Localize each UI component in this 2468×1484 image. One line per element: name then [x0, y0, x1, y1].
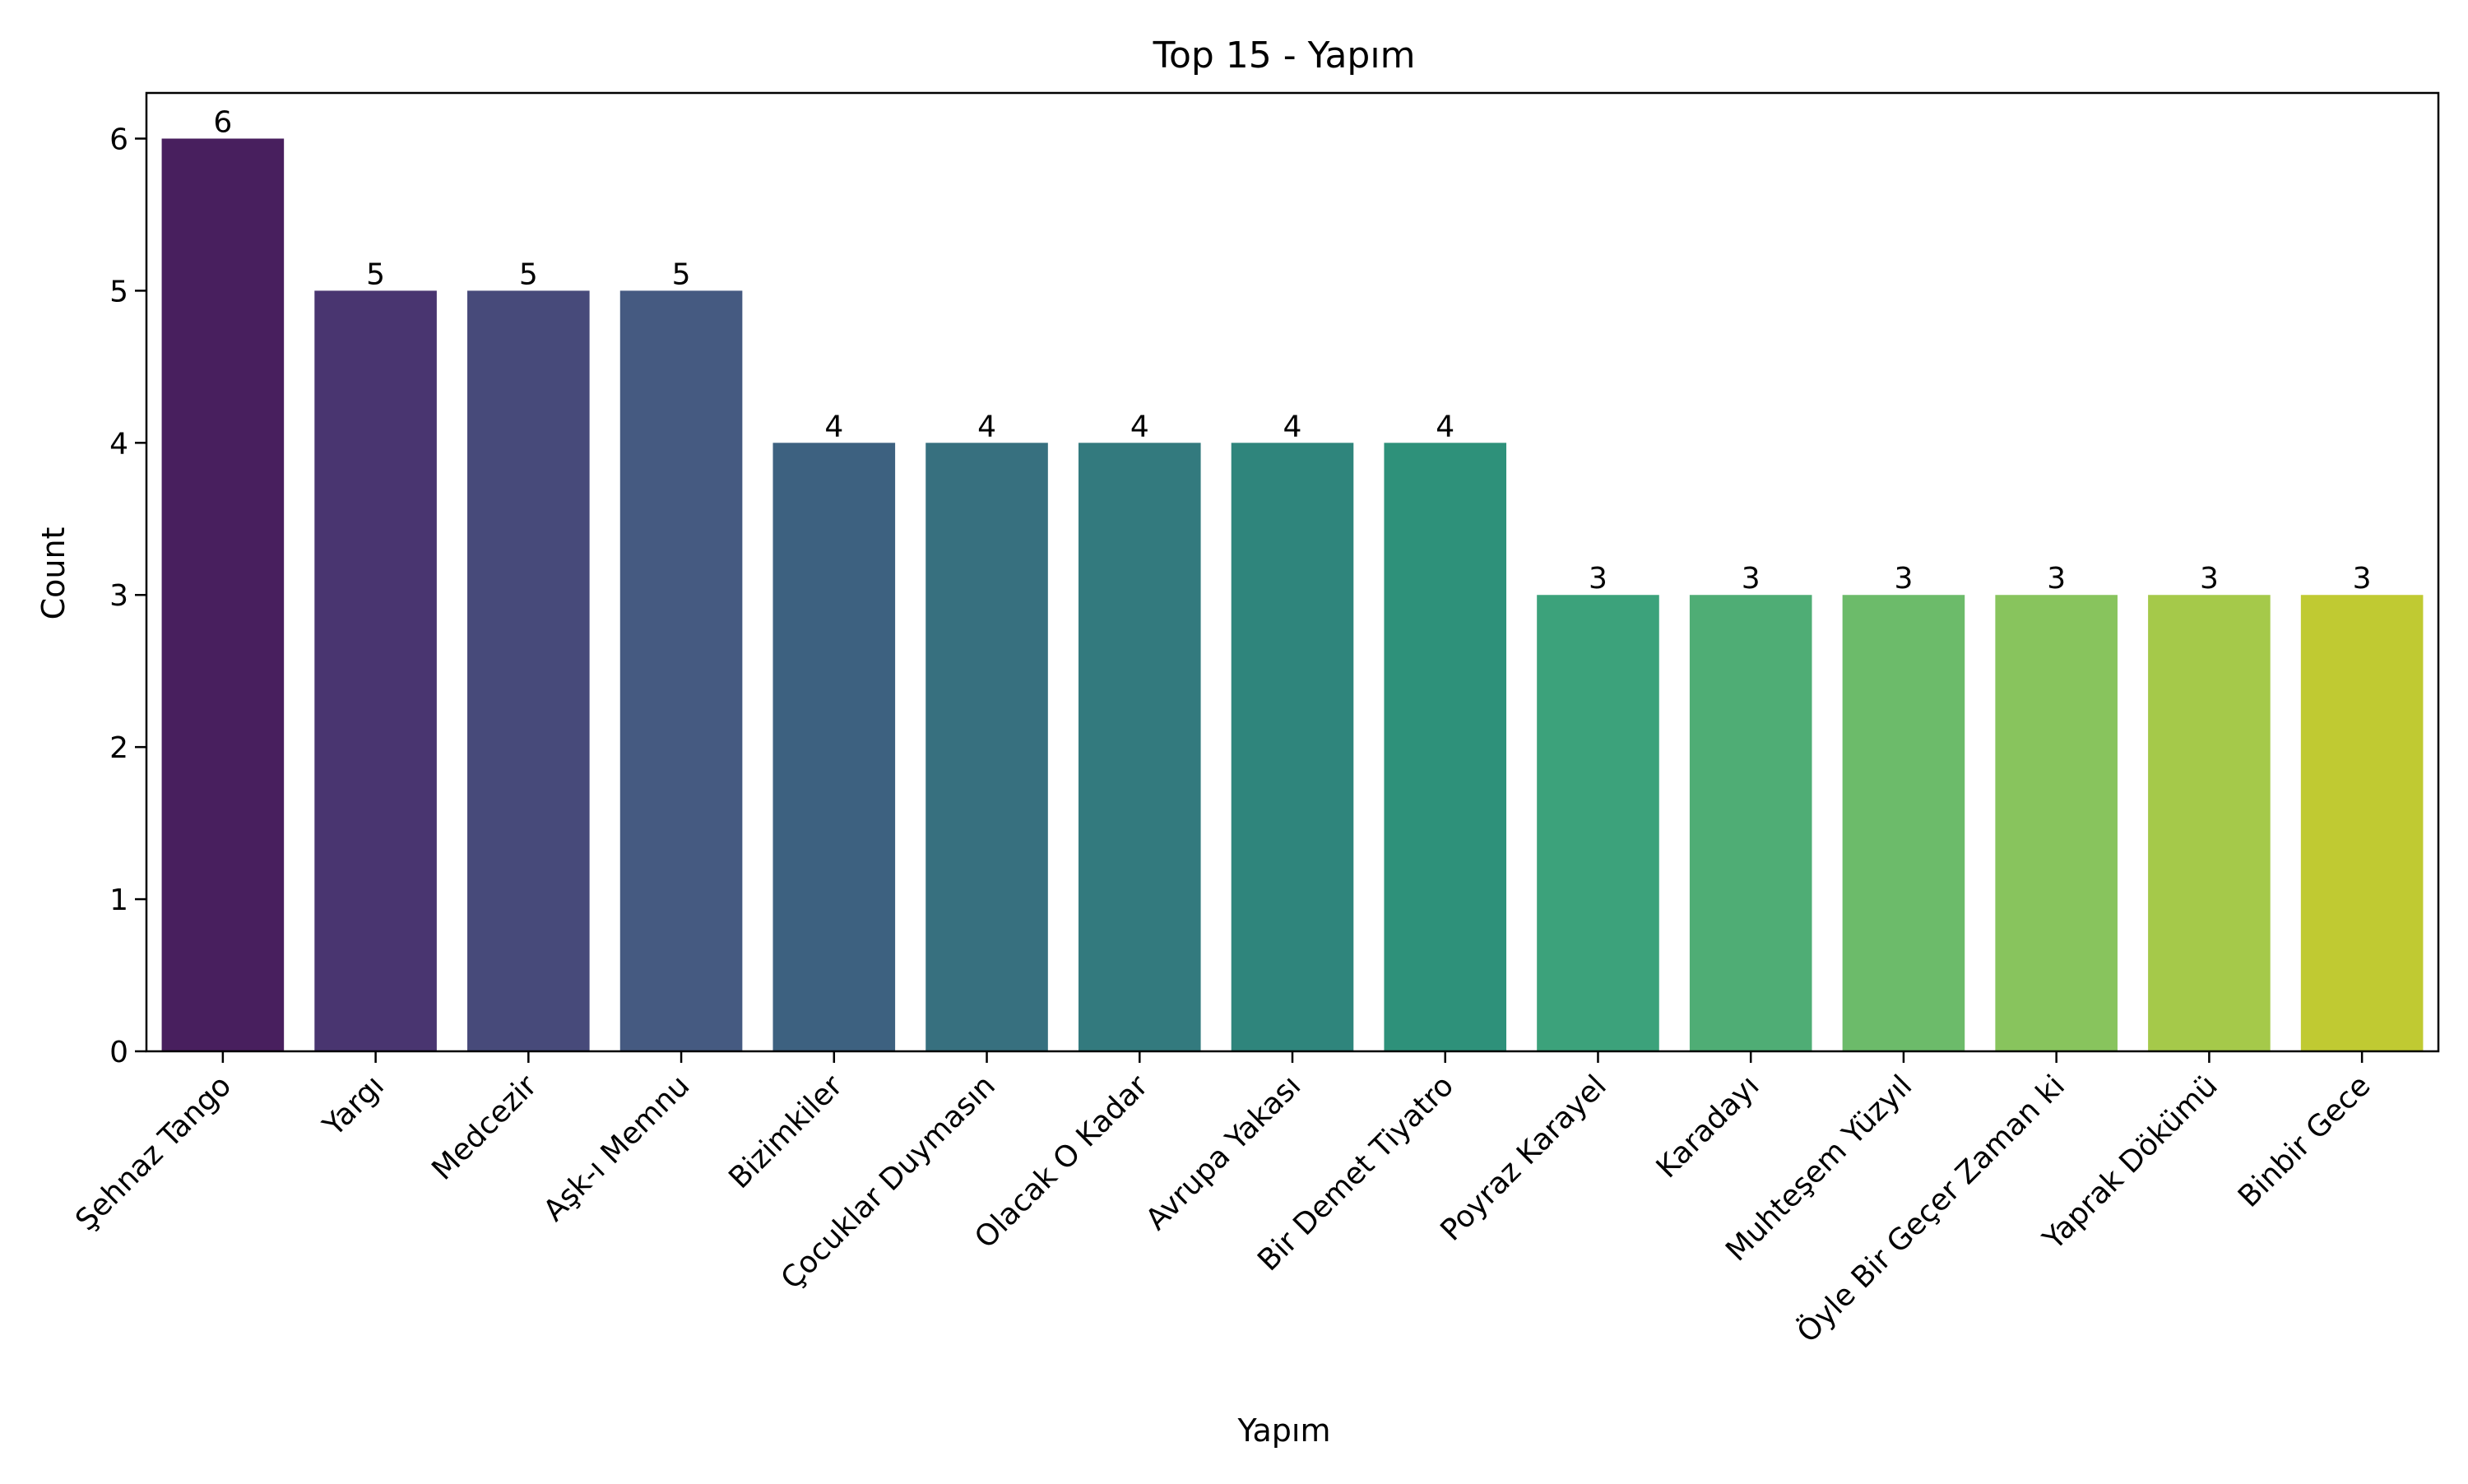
bar-value-label: 5: [366, 257, 385, 291]
x-tick-label: Poyraz Karayel: [1435, 1069, 1613, 1247]
bar: [1384, 443, 1507, 1051]
chart-title: Top 15 - Yapım: [1153, 35, 1416, 77]
bar: [314, 290, 437, 1051]
y-tick-label: 2: [109, 731, 128, 765]
bar-value-label: 5: [672, 257, 691, 291]
plot-area: 0 1 2 3 4 5 6 6 Şehnaz Tango 5 Yargı 5 Medcezir 5 Aşk-…: [69, 105, 2424, 1350]
bar-value-label: 4: [977, 410, 996, 443]
bar: [1078, 443, 1201, 1051]
x-tick-label: Karadayı: [1650, 1069, 1766, 1185]
y-tick-label: 1: [109, 883, 128, 917]
x-tick-label: Binbir Gece: [2232, 1069, 2378, 1214]
bar: [1842, 595, 1965, 1051]
x-tick-label: Şehnaz Tango: [69, 1069, 238, 1237]
x-tick-label: Öyle Bir Geçer Zaman ki: [1790, 1069, 2071, 1350]
bar: [2300, 595, 2424, 1051]
y-tick-label: 0: [109, 1036, 128, 1069]
bar-value-label: 3: [2200, 562, 2219, 596]
bar: [926, 443, 1048, 1051]
bar-value-label: 3: [1589, 562, 1607, 596]
bar: [772, 443, 896, 1051]
y-axis-label: Count: [35, 527, 72, 620]
bar-value-label: 3: [2353, 562, 2372, 596]
x-tick-label: Medcezir: [425, 1069, 543, 1186]
bar-value-label: 3: [2047, 562, 2066, 596]
bar: [1537, 595, 1659, 1051]
bar: [1689, 595, 1812, 1051]
bar-value-label: 4: [1130, 410, 1149, 443]
bar: [161, 138, 285, 1051]
plot-frame: [145, 91, 2440, 1053]
y-tick-label: 4: [109, 427, 128, 461]
bar: [2148, 595, 2271, 1051]
bar-value-label: 3: [1742, 562, 1761, 596]
bar: [467, 290, 590, 1051]
x-tick-label: Aşk-ı Memnu: [537, 1069, 696, 1227]
y-tick-label: 6: [109, 123, 128, 156]
x-tick-label: Avrupa Yakası: [1139, 1069, 1307, 1236]
y-tick-label: 5: [109, 275, 128, 308]
bar-value-label: 5: [519, 257, 538, 291]
x-tick-label: Bizimkiler: [722, 1069, 849, 1195]
bar-value-label: 4: [824, 410, 843, 443]
bar: [1231, 443, 1354, 1051]
bar-value-label: 4: [1283, 410, 1302, 443]
bar-value-label: 4: [1436, 410, 1454, 443]
x-tick-label: Yargı: [316, 1069, 391, 1143]
x-axis-label: Yapım: [1237, 1412, 1331, 1449]
bar: [1995, 595, 2118, 1051]
bar-value-label: 3: [1894, 562, 1913, 596]
bar-value-label: 6: [213, 105, 232, 139]
y-tick-label: 3: [109, 579, 128, 613]
bar: [619, 290, 743, 1051]
